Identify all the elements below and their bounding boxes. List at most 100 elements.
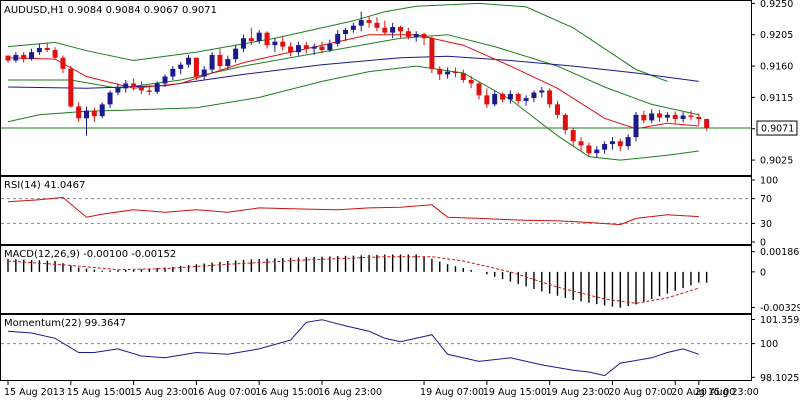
candle-bull bbox=[209, 54, 215, 70]
candle-bear bbox=[21, 54, 27, 60]
candle-bull bbox=[390, 27, 396, 33]
price-tick-label: 0.9250 bbox=[760, 0, 793, 10]
rsi-line bbox=[7, 196, 699, 226]
time-tick-label: 15 Aug 15:00 bbox=[67, 387, 131, 398]
candle-bear bbox=[672, 114, 678, 119]
time-tick-label: 15 Aug 23:00 bbox=[130, 387, 194, 398]
rsi-tick-label: 70 bbox=[760, 194, 772, 205]
candle-bull bbox=[335, 34, 341, 44]
candle-bull bbox=[107, 92, 113, 105]
candle-bear bbox=[704, 118, 710, 129]
candle-bull bbox=[327, 43, 333, 51]
momentum-tick-label: 100 bbox=[760, 339, 778, 350]
time-axis: 15 Aug 2013 15 Aug 15:0015 Aug 23:00 16 Au… bbox=[4, 381, 759, 398]
candle-bear bbox=[547, 90, 553, 105]
candle-bull bbox=[343, 29, 349, 35]
candle-bear bbox=[366, 20, 372, 23]
candle-bull bbox=[350, 25, 356, 30]
macd-tick-label: -0.00329 bbox=[760, 303, 800, 314]
candle-bear bbox=[131, 83, 137, 87]
price-tick-label: 0.9025 bbox=[760, 156, 793, 167]
time-tick-label: 16 Aug 15:00 bbox=[255, 387, 319, 398]
time-tick-label: 15 Aug 2013 bbox=[4, 387, 65, 398]
candle-bull bbox=[272, 41, 278, 46]
candle-bear bbox=[421, 34, 427, 39]
candle-bear bbox=[578, 141, 584, 146]
macd-panel-frame bbox=[0, 245, 752, 314]
candle-bull bbox=[531, 92, 537, 99]
candle-bull bbox=[633, 114, 639, 138]
candle-bull bbox=[233, 48, 239, 60]
candle-bull bbox=[201, 69, 207, 77]
candle-bear bbox=[570, 130, 576, 142]
candle-bull bbox=[445, 71, 451, 75]
rsi-title: RSI(14) 41.0467 bbox=[4, 180, 85, 191]
candle-bear bbox=[68, 68, 74, 107]
momentum-panel-frame bbox=[0, 314, 752, 381]
candle-bear bbox=[476, 83, 482, 96]
candle-bull bbox=[13, 54, 19, 61]
time-tick-label: 20 Aug 23:00 bbox=[695, 387, 759, 398]
bollinger-lower-line bbox=[7, 65, 699, 161]
candle-bull bbox=[241, 38, 246, 49]
candle-bear bbox=[617, 141, 623, 147]
price-tick-label: 0.9205 bbox=[760, 30, 793, 41]
candle-bear bbox=[405, 31, 411, 37]
candle-bear bbox=[500, 93, 506, 100]
candle-bear bbox=[515, 93, 521, 101]
candle-bull bbox=[413, 34, 419, 37]
candle-bull bbox=[594, 149, 600, 154]
candle-bear bbox=[146, 90, 152, 92]
time-tick-label: 16 Aug 23:00 bbox=[318, 387, 382, 398]
macd-tick-label: 0.00186 bbox=[760, 247, 799, 258]
candle-bull bbox=[507, 93, 513, 100]
candle-bull bbox=[36, 47, 42, 53]
candle-bull bbox=[115, 88, 121, 93]
candle-bear bbox=[280, 41, 286, 47]
candle-bull bbox=[295, 45, 301, 53]
candle-bear bbox=[319, 46, 325, 51]
candle-bull bbox=[162, 76, 168, 84]
last-price-label: 0.9071 bbox=[761, 124, 794, 135]
candle-bull bbox=[492, 93, 498, 105]
momentum-tick-label: 98.1025 bbox=[760, 373, 799, 384]
sma-fast-line bbox=[7, 34, 699, 130]
rsi-tick-label: 100 bbox=[760, 176, 778, 187]
candle-bull bbox=[84, 110, 89, 119]
candle-bull bbox=[625, 137, 631, 147]
macd-title: MACD(12,26,9) -0.00100 -0.00152 bbox=[4, 249, 176, 260]
macd-panel: 0.00186 0 -0.00329 bbox=[7, 247, 800, 314]
candle-bear bbox=[688, 115, 694, 117]
main-price-panel: 0.92500.92050.91600.91150.90700.90250.90… bbox=[1, 0, 798, 167]
candle-bear bbox=[460, 73, 466, 80]
candle-bull bbox=[664, 114, 670, 118]
rsi-tick-label: 0 bbox=[760, 238, 766, 249]
price-tick-label: 0.9115 bbox=[760, 93, 793, 104]
candle-bear bbox=[91, 110, 97, 117]
candle-bear bbox=[468, 79, 474, 84]
momentum-panel: 101.3592 100 98.1025 bbox=[1, 315, 800, 384]
candle-bear bbox=[264, 32, 270, 46]
candle-bull bbox=[358, 20, 364, 26]
candle-bull bbox=[539, 90, 545, 93]
candle-bull bbox=[178, 64, 184, 69]
rsi-panel-frame bbox=[0, 176, 752, 245]
candle-bear bbox=[586, 145, 592, 154]
momentum-line bbox=[7, 319, 699, 377]
candle-bull bbox=[186, 57, 192, 65]
candle-bull bbox=[523, 98, 529, 101]
candle-bear bbox=[398, 27, 403, 32]
candle-bear bbox=[657, 113, 663, 118]
candle-bear bbox=[288, 46, 294, 53]
time-tick-label: 19 Aug 23:00 bbox=[546, 387, 610, 398]
macd-tick-label: 0 bbox=[760, 267, 766, 278]
momentum-tick-label: 101.3592 bbox=[760, 315, 800, 326]
candle-bull bbox=[256, 32, 262, 41]
candle-bear bbox=[641, 114, 647, 121]
candle-bear bbox=[562, 114, 568, 131]
main-title: AUDUSD,H1 0.9084 0.9084 0.9067 0.9071 bbox=[4, 5, 217, 16]
sma-slow-line bbox=[7, 55, 699, 89]
momentum-title: Momentum(22) 99.3647 bbox=[4, 318, 126, 329]
